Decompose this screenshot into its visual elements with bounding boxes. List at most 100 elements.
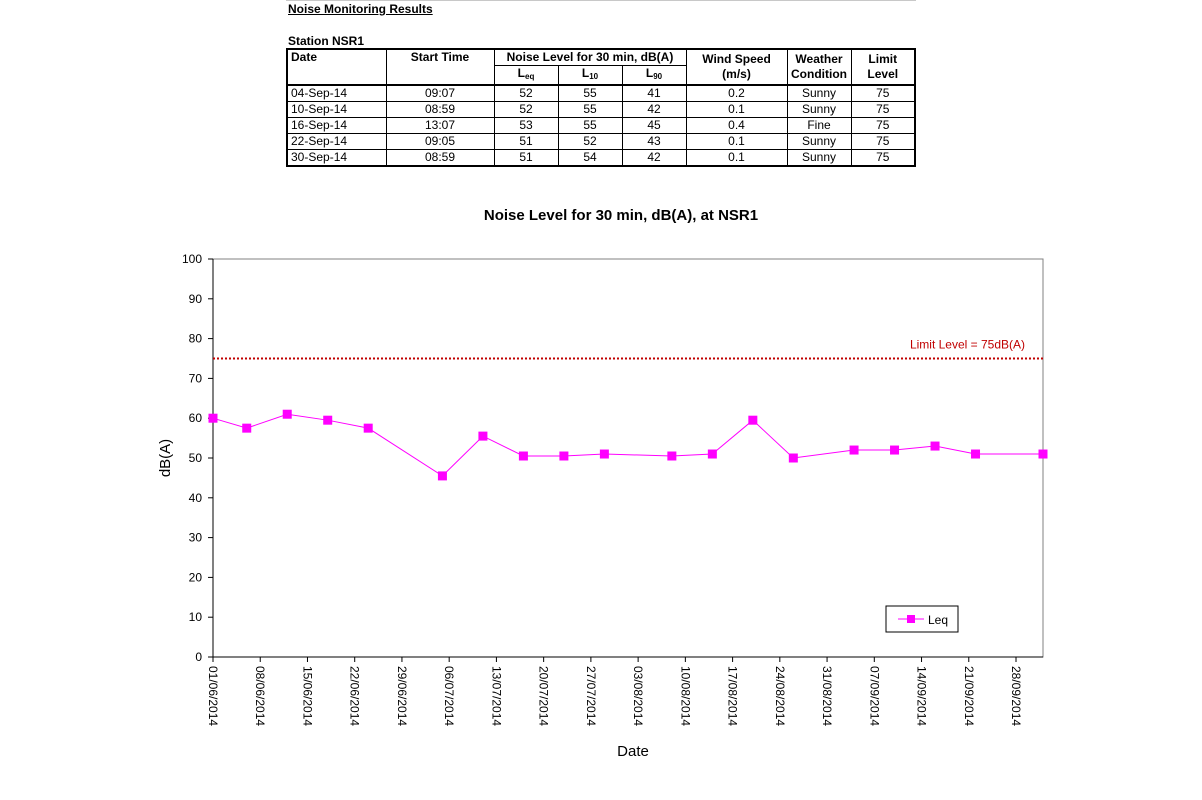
cell-leq: 53 (493, 117, 559, 134)
cell-l90: 41 (621, 84, 687, 102)
header-l10-sub: 10 (589, 72, 599, 81)
cell-wind: 0.1 (685, 133, 788, 150)
legend-label: Leq (928, 613, 948, 627)
y-tick-label: 50 (189, 451, 203, 465)
cell-l10: 55 (557, 101, 623, 118)
data-point (518, 451, 528, 461)
x-tick-label: 08/06/2014 (253, 666, 267, 726)
y-tick-label: 70 (189, 371, 203, 385)
data-point (282, 409, 292, 419)
data-point (707, 449, 717, 459)
data-point (363, 423, 373, 433)
cell-limit: 75 (850, 133, 916, 150)
cell-leq: 51 (493, 149, 559, 166)
cell-l10: 54 (557, 149, 623, 166)
x-tick-label: 03/08/2014 (631, 666, 645, 726)
data-point (437, 471, 447, 481)
x-tick-label: 28/09/2014 (1009, 666, 1023, 726)
cell-start-time: 08:59 (385, 149, 495, 166)
cell-wind: 0.2 (685, 84, 788, 102)
cell-l90: 42 (621, 101, 687, 118)
results-table: Date Start Time Noise Level for 30 min, … (286, 48, 916, 167)
station-label: Station NSR1 (288, 34, 365, 48)
x-axis: 01/06/2014 08/06/2014 15/06/2014 22/06/2014… (206, 656, 1043, 726)
data-point (478, 431, 488, 441)
x-tick-label: 22/06/2014 (348, 666, 362, 726)
chart-title: Noise Level for 30 min, dB(A), at NSR1 (484, 207, 758, 224)
data-point (971, 449, 981, 459)
cell-leq: 52 (493, 101, 559, 118)
x-tick-label: 21/09/2014 (962, 666, 976, 726)
report-heading: Noise Monitoring Results (288, 2, 433, 16)
y-tick-label: 20 (189, 570, 203, 584)
table-row: 04-Sep-14 09:07 52 55 41 0.2 Sunny 75 (286, 84, 916, 102)
header-leq-main: L (517, 66, 525, 80)
cell-date: 04-Sep-14 (286, 84, 387, 102)
cell-weather: Fine (786, 117, 852, 134)
cell-l10: 52 (557, 133, 623, 150)
header-weather-line1: Weather (795, 52, 843, 66)
table-row: 16-Sep-14 13:07 53 55 45 0.4 Fine 75 (286, 117, 916, 134)
x-tick-label: 13/07/2014 (489, 666, 503, 726)
cell-start-time: 13:07 (385, 117, 495, 134)
x-tick-label: 24/08/2014 (773, 666, 787, 726)
cell-date: 22-Sep-14 (286, 133, 387, 150)
series-group (208, 409, 1048, 481)
header-leq-sub: eq (525, 72, 535, 81)
cell-start-time: 09:05 (385, 133, 495, 150)
cell-l90: 42 (621, 149, 687, 166)
cell-leq: 51 (493, 133, 559, 150)
heading-rule (286, 0, 916, 1)
y-tick-label: 0 (195, 650, 202, 664)
x-tick-label: 29/06/2014 (395, 666, 409, 726)
cell-weather: Sunny (786, 149, 852, 166)
y-tick-label: 30 (189, 531, 203, 545)
cell-limit: 75 (850, 101, 916, 118)
cell-date: 16-Sep-14 (286, 117, 387, 134)
cell-l10: 55 (557, 84, 623, 102)
cell-limit: 75 (850, 149, 916, 166)
x-tick-label: 15/06/2014 (300, 666, 314, 726)
data-point (748, 415, 758, 425)
cell-start-time: 08:59 (385, 101, 495, 118)
y-tick-label: 100 (182, 252, 202, 266)
y-tick-label: 40 (189, 491, 203, 505)
x-tick-label: 20/07/2014 (537, 666, 551, 726)
header-l90-main: L (645, 66, 654, 80)
header-wind-line2: (m/s) (722, 67, 751, 81)
x-tick-label: 10/08/2014 (678, 666, 692, 726)
table-row: 30-Sep-14 08:59 51 54 42 0.1 Sunny 75 (286, 149, 916, 166)
data-point (242, 423, 252, 433)
x-tick-label: 07/09/2014 (867, 666, 881, 726)
noise-level-chart: Noise Level for 30 min, dB(A), at NSR1 0… (157, 207, 1048, 760)
data-point (930, 441, 940, 451)
data-point (1038, 449, 1048, 459)
header-wind-line1: Wind Speed (702, 52, 771, 66)
y-tick-label: 90 (189, 292, 203, 306)
cell-limit: 75 (850, 84, 916, 102)
header-l10: L10 (557, 65, 623, 86)
header-l90-sub: 90 (653, 72, 663, 81)
header-limit-line1: Limit (868, 52, 898, 66)
table-row: 10-Sep-14 08:59 52 55 42 0.1 Sunny 75 (286, 101, 916, 118)
x-axis-label: Date (617, 743, 649, 760)
x-tick-label: 27/07/2014 (584, 666, 598, 726)
data-point (788, 453, 798, 463)
cell-date: 30-Sep-14 (286, 149, 387, 166)
cell-wind: 0.1 (685, 101, 788, 118)
header-start-time: Start Time (385, 48, 495, 86)
y-tick-label: 10 (189, 610, 203, 624)
plot-area (212, 258, 1044, 658)
y-tick-label: 60 (189, 411, 203, 425)
header-l90: L90 (621, 65, 687, 86)
header-limit: Limit Level (850, 48, 916, 86)
cell-leq: 52 (493, 84, 559, 102)
data-point (323, 415, 333, 425)
cell-weather: Sunny (786, 133, 852, 150)
cell-wind: 0.4 (685, 117, 788, 134)
cell-weather: Sunny (786, 101, 852, 118)
data-point (599, 449, 609, 459)
cell-limit: 75 (850, 117, 916, 134)
data-point (208, 413, 218, 423)
y-tick-label: 80 (189, 332, 203, 346)
